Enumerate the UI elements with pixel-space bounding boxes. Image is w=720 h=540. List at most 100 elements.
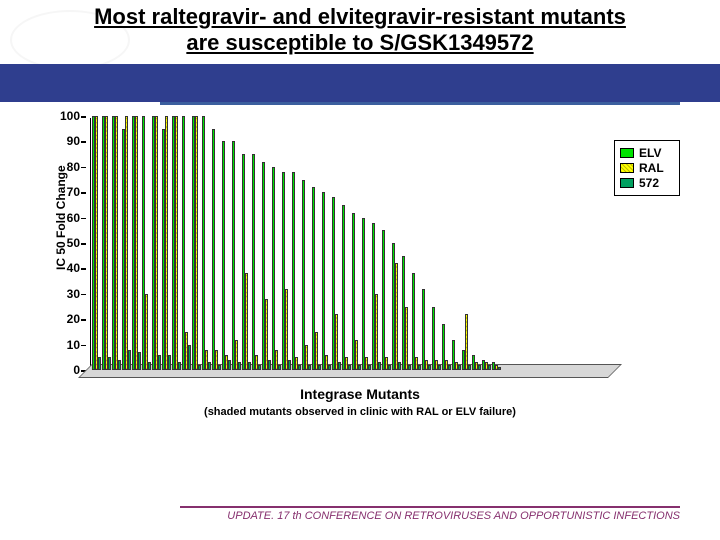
bar-group — [432, 307, 441, 371]
bar-s572 — [188, 345, 191, 370]
x-axis-label: Integrase Mutants — [40, 386, 680, 402]
bar-s572 — [438, 365, 441, 370]
bar-s572 — [418, 365, 421, 370]
bar-group — [452, 340, 461, 370]
bar-ral — [165, 116, 168, 370]
bar-s572 — [138, 352, 141, 370]
bar-elv — [342, 205, 345, 370]
bar-group — [102, 116, 111, 370]
bar-ral — [375, 294, 378, 370]
bar-elv — [222, 141, 225, 370]
y-tick: 100 — [40, 109, 80, 123]
bar-s572 — [158, 355, 161, 370]
bar-group — [112, 116, 121, 370]
bar-s572 — [348, 365, 351, 370]
legend-item-elv: ELV — [620, 146, 674, 160]
header-blue-bar — [0, 64, 720, 102]
bar-s572 — [318, 365, 321, 370]
bar-chart: IC 50 Fold Change 1009080706050403020100… — [40, 110, 680, 420]
bar-s572 — [388, 365, 391, 370]
bar-ral — [95, 116, 98, 370]
bar-group — [332, 197, 341, 370]
bar-ral — [195, 116, 198, 370]
bar-ral — [115, 116, 118, 370]
x-axis-sublabel: (shaded mutants observed in clinic with … — [40, 406, 680, 418]
y-tick: 30 — [40, 287, 80, 301]
bar-group — [122, 116, 131, 370]
bar-s572 — [398, 362, 401, 370]
bar-group — [292, 172, 301, 370]
legend-swatch-elv — [620, 148, 634, 158]
bar-ral — [105, 116, 108, 370]
bar-s572 — [248, 362, 251, 370]
bar-s572 — [198, 365, 201, 370]
y-tick: 60 — [40, 211, 80, 225]
y-tick: 40 — [40, 261, 80, 275]
title-line-2: are susceptible to S/GSK1349572 — [186, 30, 533, 55]
bar-s572 — [298, 365, 301, 370]
bar-s572 — [168, 355, 171, 370]
bar-elv — [322, 192, 325, 370]
bar-elv — [212, 129, 215, 370]
bar-group — [372, 223, 381, 370]
bar-s572 — [328, 365, 331, 370]
bar-group — [352, 213, 361, 370]
bar-group — [492, 362, 501, 370]
bar-elv — [292, 172, 295, 370]
bar-s572 — [428, 365, 431, 370]
bar-s572 — [258, 365, 261, 370]
bar-group — [412, 273, 421, 370]
bar-s572 — [218, 365, 221, 370]
bar-s572 — [288, 360, 291, 370]
y-tick: 80 — [40, 160, 80, 174]
bar-group — [232, 141, 241, 370]
bar-group — [262, 162, 271, 370]
bar-ral — [145, 294, 148, 370]
bar-s572 — [458, 365, 461, 370]
bar-group — [272, 167, 281, 370]
bar-s572 — [378, 362, 381, 370]
legend-label-ral: RAL — [639, 161, 664, 175]
bar-s572 — [448, 365, 451, 370]
bar-ral — [405, 307, 408, 371]
y-tick: 20 — [40, 312, 80, 326]
slide-title: Most raltegravir- and elvitegravir-resis… — [0, 4, 720, 57]
bar-ral — [155, 116, 158, 370]
bar-s572 — [268, 360, 271, 370]
bar-ral — [125, 116, 128, 370]
y-tick: 90 — [40, 134, 80, 148]
bar-s572 — [98, 357, 101, 370]
bar-s572 — [358, 365, 361, 370]
bar-group — [442, 324, 451, 370]
bar-s572 — [208, 362, 211, 370]
legend-swatch-ral — [620, 163, 634, 173]
legend-label-elv: ELV — [639, 146, 661, 160]
bar-s572 — [238, 362, 241, 370]
bar-group — [462, 314, 471, 370]
bar-group — [362, 218, 371, 370]
bar-group — [282, 172, 291, 370]
bar-elv — [232, 141, 235, 370]
bar-elv — [412, 273, 415, 370]
bar-group — [302, 180, 311, 371]
bar-group — [482, 360, 491, 370]
bar-ral — [175, 116, 178, 370]
bar-group — [392, 243, 401, 370]
bar-s572 — [108, 357, 111, 370]
legend-swatch-572 — [620, 178, 634, 188]
bar-group — [382, 230, 391, 370]
bar-group — [402, 256, 411, 370]
bar-s572 — [308, 365, 311, 370]
bar-group — [132, 116, 141, 370]
y-tick: 70 — [40, 185, 80, 199]
bar-elv — [272, 167, 275, 370]
bar-group — [152, 116, 161, 370]
bar-ral — [465, 314, 468, 370]
bar-group — [142, 116, 151, 370]
bar-group — [212, 129, 221, 370]
bar-elv — [362, 218, 365, 370]
legend-item-ral: RAL — [620, 161, 674, 175]
bar-s572 — [408, 365, 411, 370]
bar-elv — [382, 230, 385, 370]
bar-s572 — [338, 362, 341, 370]
